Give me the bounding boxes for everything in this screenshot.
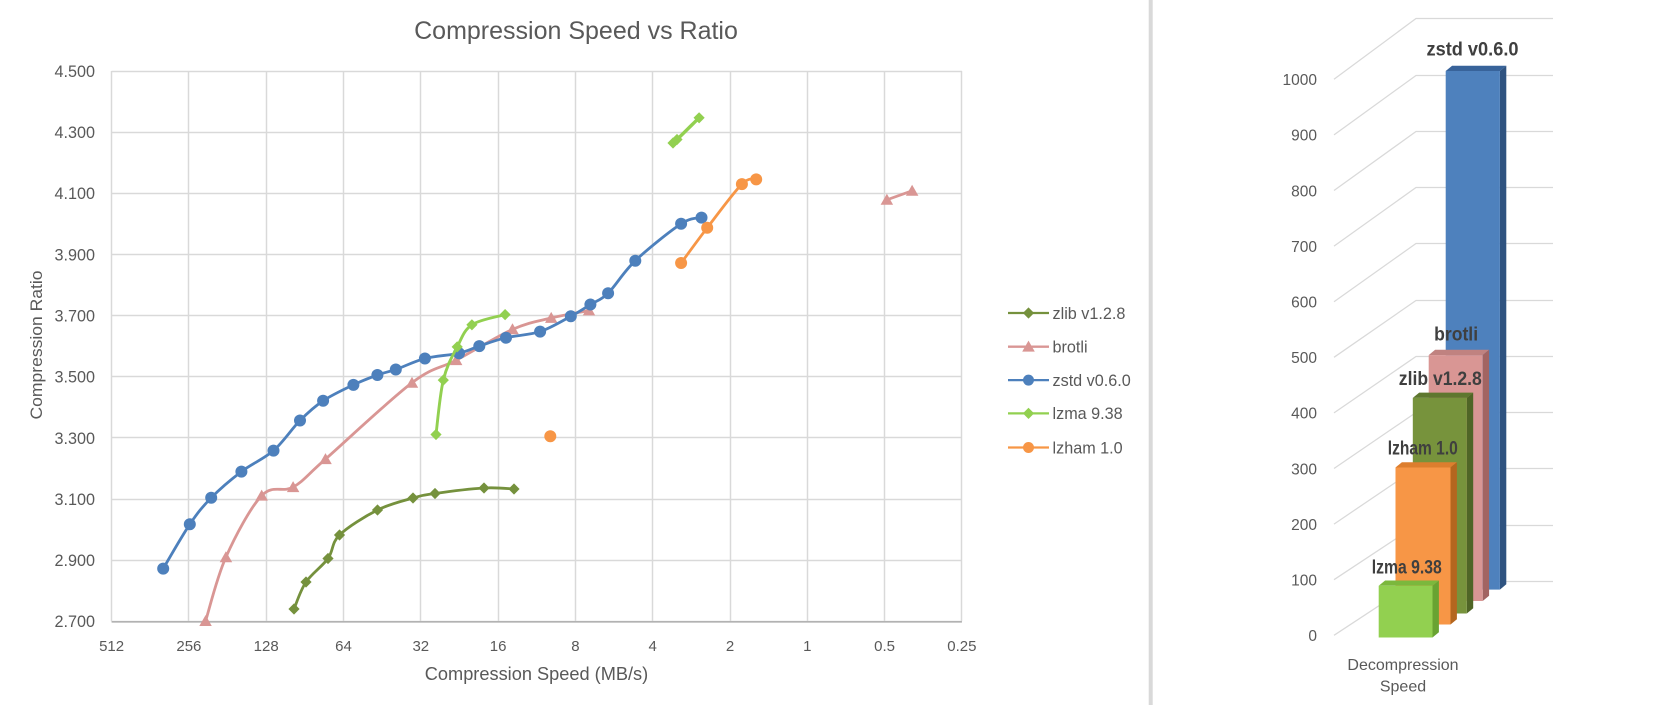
svg-text:lzma 9.38: lzma 9.38 [1053,405,1123,423]
svg-text:3.900: 3.900 [54,246,95,264]
svg-text:800: 800 [1291,183,1317,200]
svg-text:lzham 1.0: lzham 1.0 [1388,439,1458,460]
svg-text:16: 16 [490,638,507,655]
svg-text:Compression Ratio: Compression Ratio [28,271,46,420]
svg-text:700: 700 [1291,239,1317,256]
svg-text:100: 100 [1291,573,1317,590]
svg-text:brotli: brotli [1434,324,1478,345]
svg-text:zlib v1.2.8: zlib v1.2.8 [1053,305,1126,323]
svg-text:0.5: 0.5 [874,638,895,655]
svg-text:4.300: 4.300 [54,124,95,142]
svg-text:0: 0 [1308,628,1317,645]
svg-text:lzham 1.0: lzham 1.0 [1053,439,1123,457]
svg-text:3.100: 3.100 [54,491,95,509]
svg-text:3.700: 3.700 [54,308,95,326]
svg-text:zlib v1.2.8: zlib v1.2.8 [1399,369,1482,390]
svg-text:3.300: 3.300 [54,430,95,448]
svg-text:400: 400 [1291,406,1317,423]
svg-text:64: 64 [335,638,352,655]
svg-text:2: 2 [726,638,734,655]
svg-text:lzma 9.38: lzma 9.38 [1372,558,1442,579]
svg-text:Speed: Speed [1380,678,1426,695]
svg-text:4: 4 [649,638,657,655]
svg-text:4.100: 4.100 [54,185,95,203]
svg-text:600: 600 [1291,295,1317,312]
svg-text:Decompression: Decompression [1347,657,1458,674]
svg-text:512: 512 [99,638,124,655]
svg-text:0.25: 0.25 [947,638,976,655]
svg-text:200: 200 [1291,517,1317,534]
svg-text:2.900: 2.900 [54,552,95,570]
svg-text:500: 500 [1291,350,1317,367]
svg-text:1: 1 [803,638,811,655]
svg-text:1000: 1000 [1283,72,1318,89]
svg-text:zstd v0.6.0: zstd v0.6.0 [1053,372,1131,390]
svg-text:brotli: brotli [1053,339,1088,357]
svg-text:8: 8 [571,638,579,655]
svg-text:2.700: 2.700 [54,613,95,631]
svg-text:zstd v0.6.0: zstd v0.6.0 [1427,39,1519,60]
svg-text:128: 128 [254,638,279,655]
svg-text:32: 32 [412,638,429,655]
svg-text:4.500: 4.500 [54,63,95,81]
svg-text:3.500: 3.500 [54,369,95,387]
svg-text:256: 256 [176,638,201,655]
svg-text:Compression Speed vs Ratio: Compression Speed vs Ratio [414,17,738,45]
svg-text:300: 300 [1291,461,1317,478]
svg-text:900: 900 [1291,128,1317,145]
svg-text:Compression Speed (MB/s): Compression Speed (MB/s) [425,664,648,684]
